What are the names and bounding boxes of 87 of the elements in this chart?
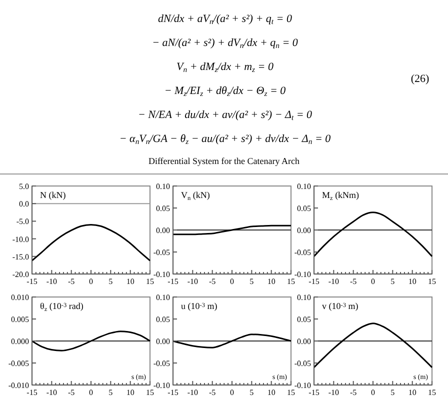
y-tick-label: 0.05: [156, 204, 170, 213]
y-tick-label: -5.0: [16, 217, 29, 226]
x-tick-label: -15: [168, 277, 178, 286]
y-tick-label: -0.10: [294, 270, 311, 279]
y-tick-label: -20.0: [12, 270, 29, 279]
x-tick-label: 10: [408, 277, 416, 286]
x-tick-label: 15: [146, 277, 154, 286]
text: − M$_{z}$/EI$_{z}$ + dθ$_{z}$/dx − Θ$_{z}$ = 0: [164, 85, 286, 98]
y-tick-label: 0.10: [156, 182, 170, 191]
y-tick-label: 0.00: [156, 226, 170, 235]
x-tick-label: 0: [89, 388, 93, 397]
y-tick-label: -0.10: [294, 381, 311, 390]
x-tick-label: 15: [287, 388, 295, 397]
text: − α$_{n}$V$_{n}$/GA − θ$_{z}$ − au/(a² + s²) + dv/dx − Δ$_{n}$ = 0: [119, 133, 331, 146]
x-tick-label: -15: [168, 388, 178, 397]
y-axis-title: u (10$^{-3}$ m): [181, 301, 218, 311]
y-tick-label: -0.05: [294, 359, 311, 368]
x-tick-label: 0: [230, 277, 234, 286]
text: − N/EA + du/dx + av/(a² + s²) − Δ$_{t}$ = 0: [138, 109, 313, 122]
text: Differential System for the Catenary Arch: [148, 156, 300, 166]
x-tick-label: 0: [371, 277, 375, 286]
x-tick-label: 5: [108, 277, 113, 286]
x-tick-label: -10: [328, 277, 340, 286]
y-tick-label: 0.10: [156, 293, 170, 302]
x-tick-label: -5: [350, 388, 357, 397]
x-tick-label: 5: [108, 388, 113, 397]
x-tick-label: 5: [390, 388, 395, 397]
x-tick-label: -15: [26, 388, 38, 397]
x-tick-label: 10: [267, 277, 276, 286]
y-axis-title: v (10$^{-3}$ m): [322, 301, 358, 311]
y-tick-label: 0.00: [297, 226, 311, 235]
y-tick-label: 0.05: [297, 315, 311, 324]
x-tick-label: 15: [146, 388, 154, 397]
y-tick-label: 0.010: [11, 293, 29, 302]
text: (26): [410, 73, 430, 85]
y-tick-label: -0.010: [8, 381, 29, 390]
text: − aN/(a² + s²) + dV$_{n}$/dx + q$_{n}$ = 0: [152, 37, 298, 50]
text: dN/dx + aV$_{n}$/(a² + s²) + q$_{t}$ = 0: [158, 13, 292, 26]
x-tick-label: 10: [126, 388, 134, 397]
y-axis-title: M$_{z}$ (kNm): [322, 190, 360, 202]
y-tick-label: -0.10: [153, 270, 170, 279]
x-tick-label: -5: [68, 277, 75, 286]
y-tick-label: -0.10: [153, 381, 170, 390]
x-tick-label: -15: [308, 277, 320, 286]
y-tick-label: 0.000: [11, 337, 29, 346]
y-tick-label: -0.05: [294, 248, 311, 257]
y-tick-label: 0.10: [297, 182, 311, 191]
y-tick-label: 0.10: [297, 293, 311, 302]
y-axis-title: N (kN): [40, 190, 66, 200]
x-tick-label: -5: [208, 388, 216, 397]
x-tick-label: 10: [126, 277, 134, 286]
x-tick-label: 15: [287, 277, 295, 286]
y-tick-label: 0.0: [19, 200, 29, 209]
x-tick-label: 10: [408, 388, 416, 397]
x-tick-label: 0: [371, 388, 375, 397]
y-tick-label: -0.005: [8, 359, 29, 368]
y-tick-label: -10.0: [12, 234, 29, 244]
y-tick-label: 0.00: [297, 337, 311, 346]
y-tick-label: -0.05: [153, 248, 170, 257]
y-tick-label: 5.0: [19, 182, 29, 191]
y-tick-label: 0.05: [297, 204, 311, 213]
x-tick-label: 0: [89, 277, 93, 286]
y-tick-label: 0.00: [156, 337, 170, 346]
text: V$_{n}$ + dM$_{z}$/dx + m$_{z}$ = 0: [176, 61, 274, 74]
x-tick-label: -5: [208, 277, 216, 286]
x-tick-label: -10: [187, 388, 198, 397]
x-tick-label: 15: [428, 388, 436, 397]
x-tick-label: -15: [308, 388, 320, 397]
x-tick-label: 15: [428, 277, 436, 286]
x-tick-label: -15: [26, 277, 38, 286]
x-tick-label: 0: [230, 388, 234, 397]
x-tick-label: 5: [390, 277, 395, 286]
y-axis-title: θ$_{z}$ (10$^{-3}$ rad): [40, 301, 84, 313]
y-axis-title: V$_{n}$ (kN): [181, 190, 210, 202]
y-tick-label: -15.0: [12, 252, 29, 262]
x-tick-label: -10: [46, 277, 58, 286]
x-tick-label: 5: [250, 388, 254, 397]
x-tick-label: -5: [68, 388, 75, 397]
x-tick-label: -10: [46, 388, 58, 397]
x-tick-label: -10: [328, 388, 340, 397]
x-tick-label: 10: [267, 388, 276, 397]
y-tick-label: -0.05: [153, 359, 170, 368]
x-tick-label: 5: [250, 277, 254, 286]
x-tick-label: -5: [350, 277, 357, 286]
x-tick-label: -10: [187, 277, 198, 286]
y-tick-label: 0.05: [156, 315, 170, 324]
y-tick-label: 0.005: [11, 315, 29, 324]
